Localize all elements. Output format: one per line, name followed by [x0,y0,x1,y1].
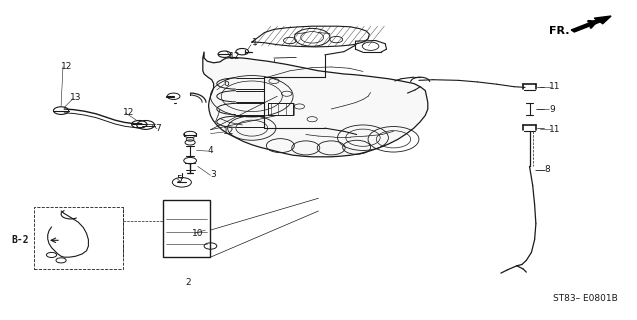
Text: 3: 3 [211,170,217,179]
Text: 8: 8 [545,165,550,174]
Text: 12: 12 [229,52,240,61]
Text: 4: 4 [208,146,213,155]
Text: 12: 12 [61,61,72,70]
Text: 6: 6 [224,79,229,88]
Bar [163,200,210,257]
Text: 12: 12 [124,108,135,117]
Text: 7: 7 [155,124,161,132]
Text: 5: 5 [176,175,182,184]
Text: 13: 13 [70,93,82,102]
Text: ST83– E0801B: ST83– E0801B [553,294,618,303]
Text: 11: 11 [549,82,561,91]
Text: 11: 11 [549,125,561,134]
Text: 12: 12 [222,127,234,136]
Text: 10: 10 [192,229,203,238]
Bar [34,207,123,269]
Text: 9: 9 [550,105,555,114]
Polygon shape [203,52,428,157]
Text: 2: 2 [185,278,191,287]
Text: FR.: FR. [549,26,569,36]
Text: B-2: B-2 [11,235,29,245]
FancyArrow shape [571,16,611,32]
Text: 1: 1 [252,38,258,47]
